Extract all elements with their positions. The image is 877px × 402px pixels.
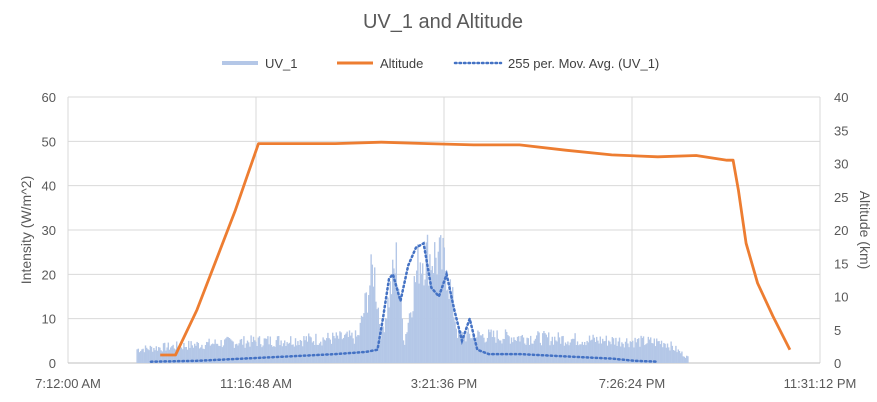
chart-title: UV_1 and Altitude bbox=[363, 11, 523, 33]
legend-item-uv1: UV_1 bbox=[222, 56, 298, 71]
y2-tick-label: 10 bbox=[834, 290, 848, 305]
y2-tick-label: 5 bbox=[834, 323, 841, 338]
y-tick-label: 20 bbox=[42, 267, 56, 282]
x-tick-label: 7:12:00 AM bbox=[35, 376, 101, 391]
tick-labels: 0 10 20 30 40 50 60 0 5 10 15 20 25 30 35 40 7:12:00 AM 1… bbox=[35, 90, 856, 391]
y-axis-title: Intensity (W/m^2) bbox=[18, 176, 34, 284]
y2-tick-label: 25 bbox=[834, 190, 848, 205]
y2-tick-label: 20 bbox=[834, 223, 848, 238]
y-tick-label: 0 bbox=[49, 356, 56, 371]
x-tick-label: 7:26:24 PM bbox=[599, 376, 666, 391]
y2-tick-label: 15 bbox=[834, 256, 848, 271]
legend-label-uv1: UV_1 bbox=[265, 56, 298, 71]
x-tick-label: 3:21:36 PM bbox=[411, 376, 478, 391]
plot-area bbox=[136, 140, 792, 363]
y2-tick-label: 35 bbox=[834, 123, 848, 138]
series-altitude-line bbox=[160, 140, 792, 357]
y-tick-label: 30 bbox=[42, 223, 56, 238]
legend-label-altitude: Altitude bbox=[380, 56, 423, 71]
x-tick-label: 11:16:48 AM bbox=[220, 376, 292, 391]
legend-label-moving-average: 255 per. Mov. Avg. (UV_1) bbox=[508, 56, 659, 71]
legend-item-altitude: Altitude bbox=[337, 56, 423, 71]
x-tick-label: 11:31:12 PM bbox=[784, 376, 857, 391]
y2-tick-label: 0 bbox=[834, 356, 841, 371]
series-moving-average-line bbox=[149, 241, 660, 363]
y2-tick-label: 40 bbox=[834, 90, 848, 105]
y2-axis-title: Altitude (km) bbox=[857, 191, 873, 270]
legend-item-moving-average: 255 per. Mov. Avg. (UV_1) bbox=[453, 56, 659, 71]
y2-tick-label: 30 bbox=[834, 157, 848, 172]
y-tick-label: 60 bbox=[42, 90, 56, 105]
legend: UV_1 Altitude 255 per. Mov. Avg. (UV_1) bbox=[222, 56, 659, 71]
y-tick-label: 40 bbox=[42, 179, 56, 194]
y-tick-label: 50 bbox=[42, 134, 56, 149]
y-tick-label: 10 bbox=[42, 312, 56, 327]
